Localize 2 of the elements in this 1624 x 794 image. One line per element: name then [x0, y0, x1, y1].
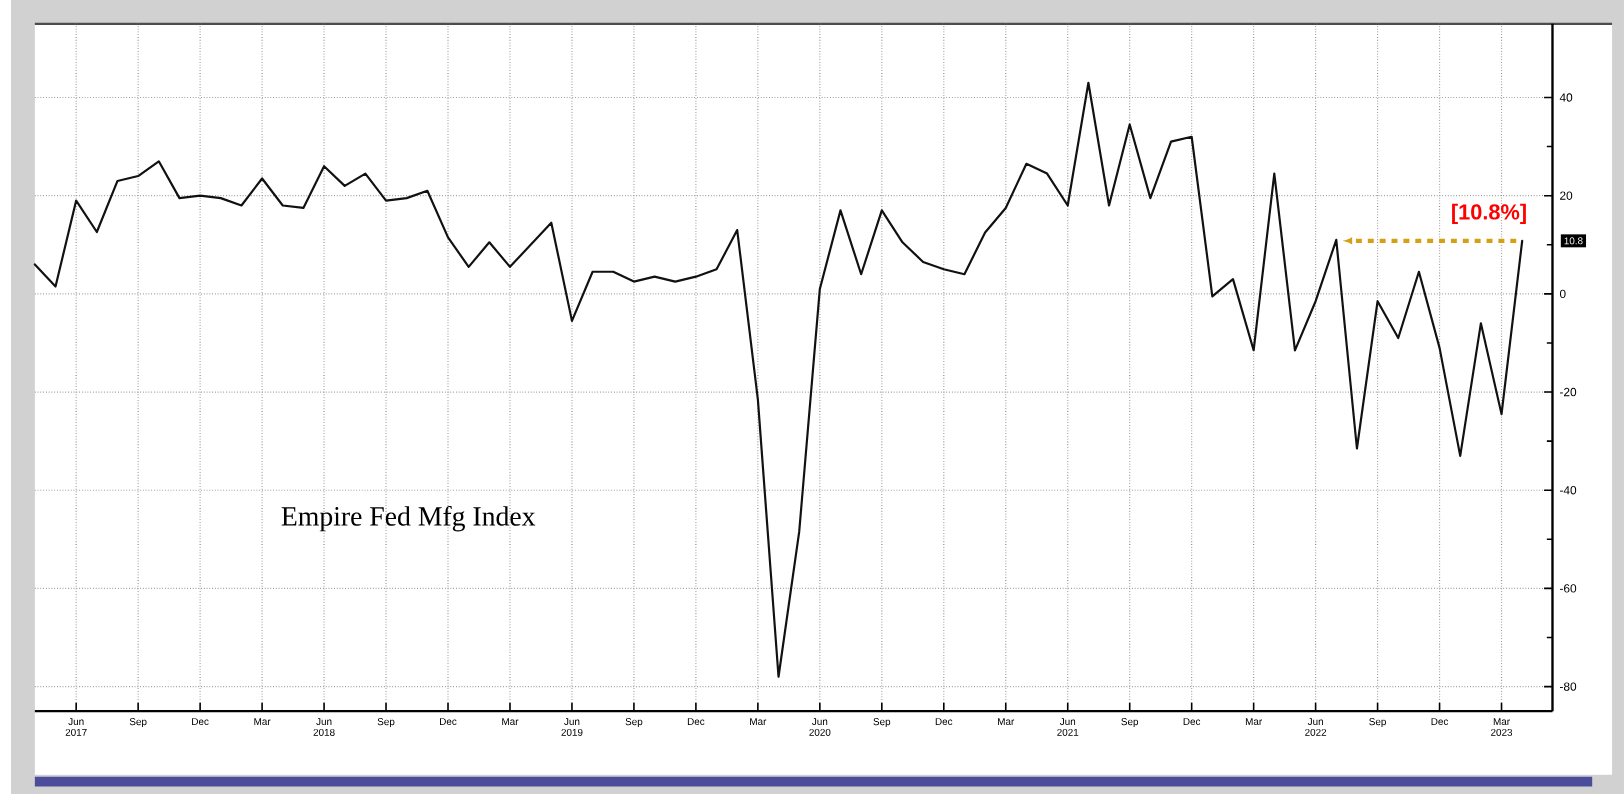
annotation: [10.8%]: [1452, 203, 1526, 224]
text: Empire Fed Mfg Index: [281, 505, 536, 532]
